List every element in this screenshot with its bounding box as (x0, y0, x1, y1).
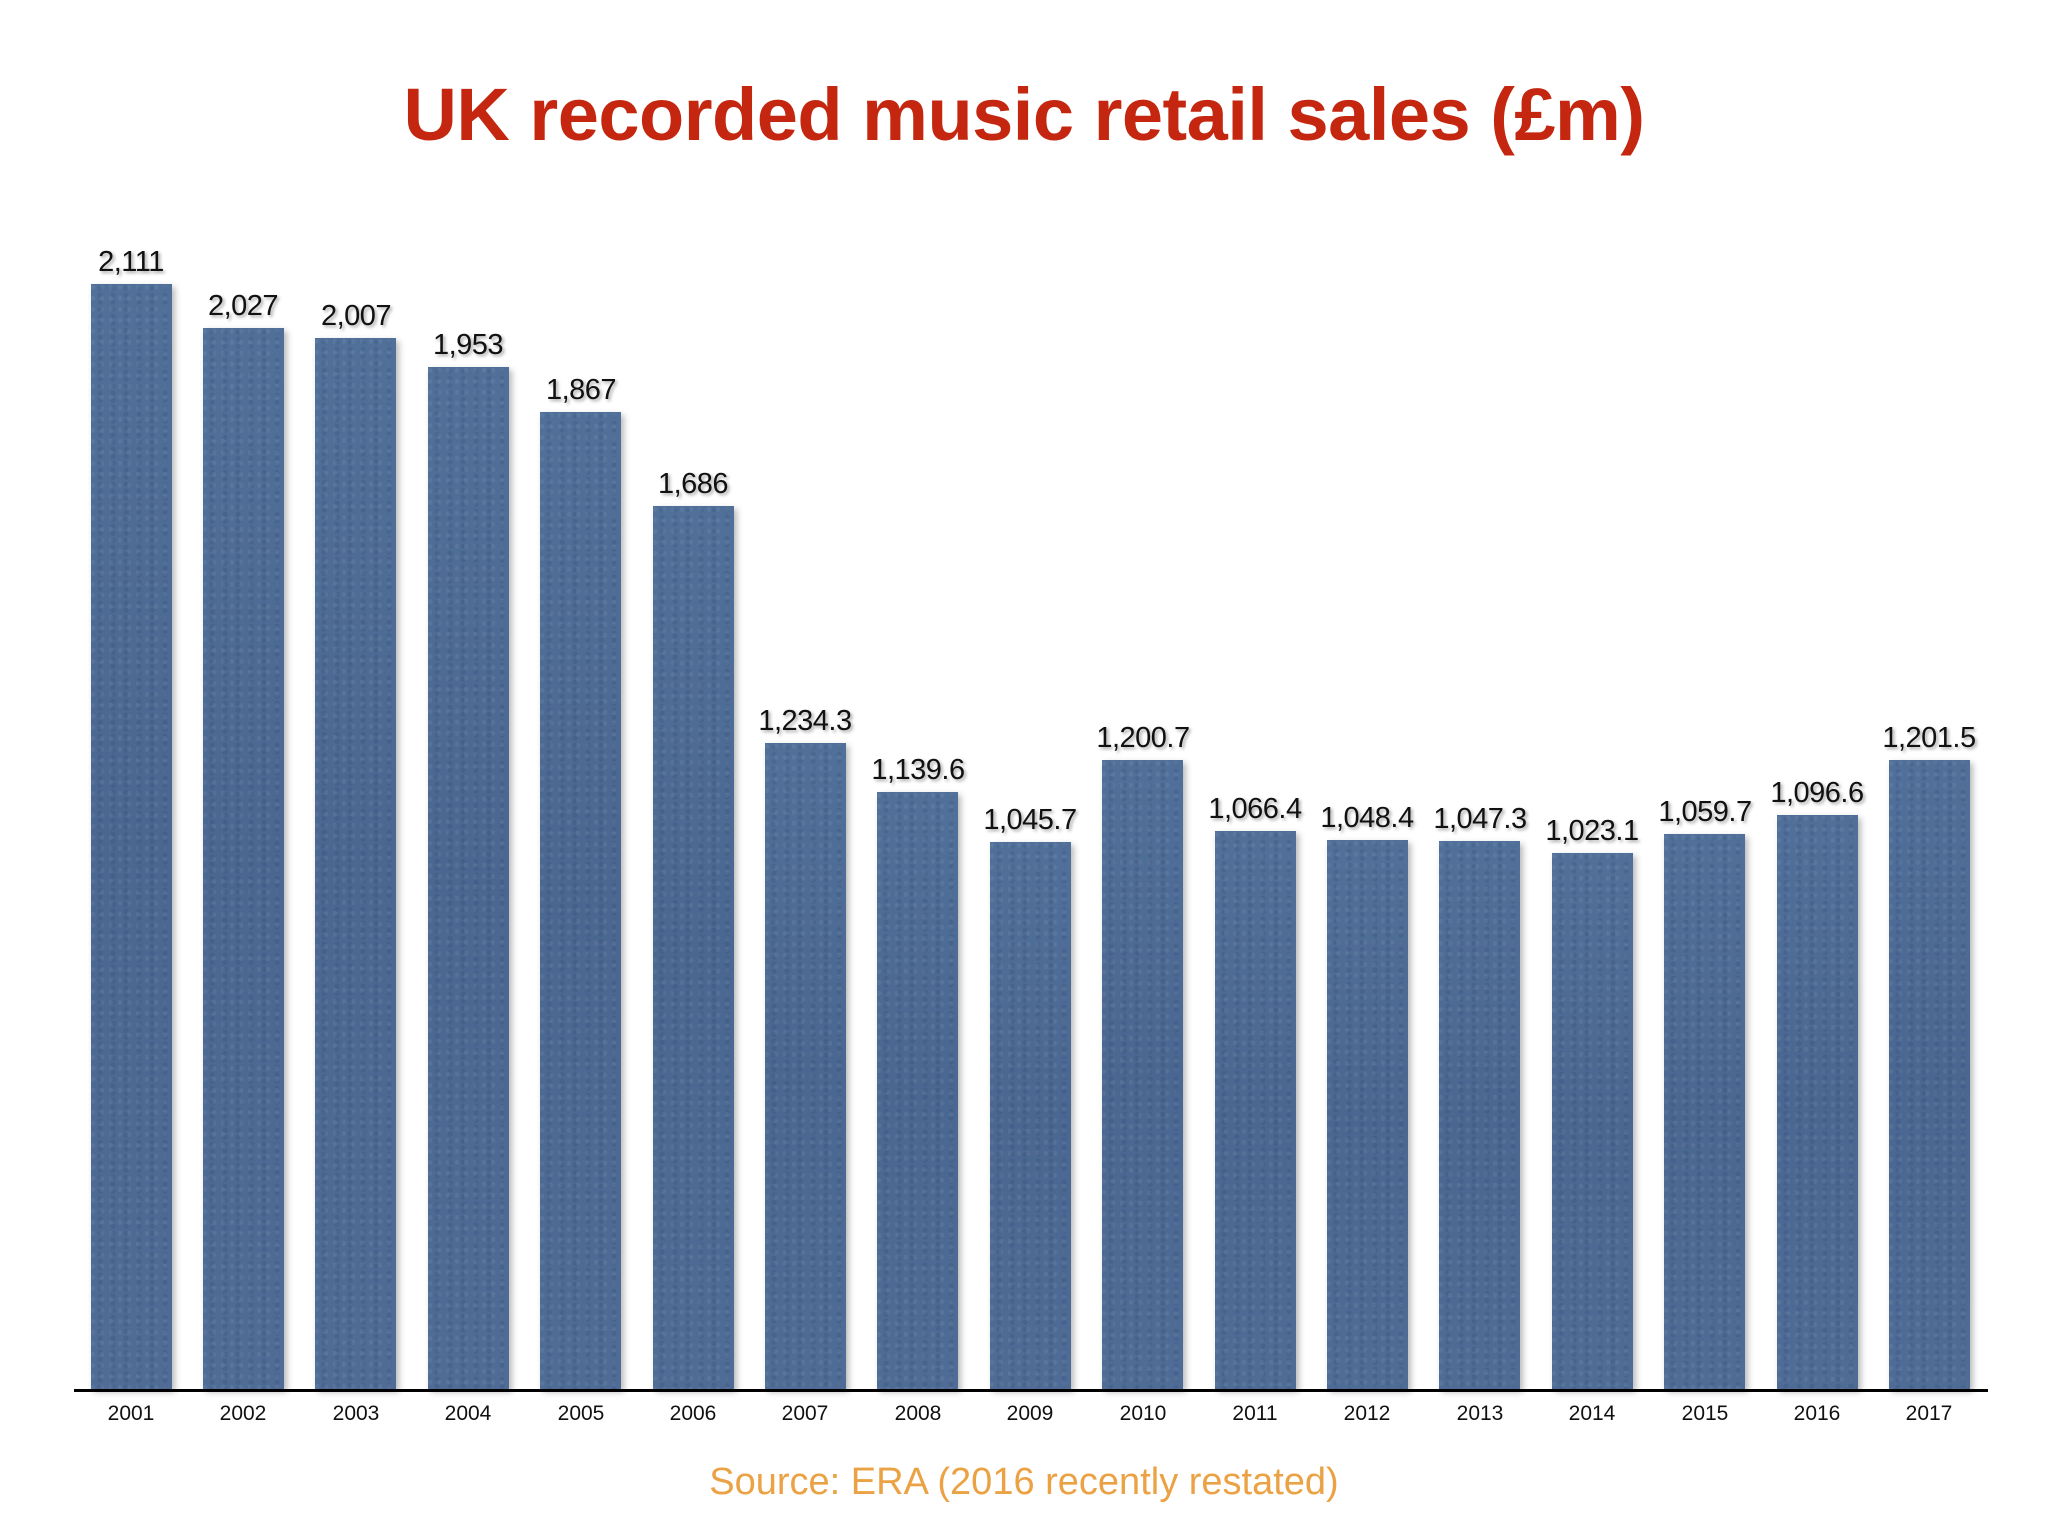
value-label-2014: 1,023.1 (1545, 815, 1639, 847)
bar-2010 (1102, 760, 1183, 1389)
bar-2009 (990, 842, 1071, 1389)
x-tick-label-2003: 2003 (332, 1402, 380, 1425)
value-label-2011: 1,066.4 (1208, 793, 1302, 825)
bar-2016 (1777, 815, 1858, 1389)
bar-2017 (1889, 760, 1970, 1389)
x-tick-label-2012: 2012 (1343, 1402, 1391, 1425)
value-label-2001: 2,111 (98, 246, 164, 278)
bar-2011 (1215, 831, 1296, 1389)
bar-2014 (1552, 853, 1633, 1389)
x-tick-label-2014: 2014 (1568, 1402, 1616, 1425)
value-label-2002: 2,027 (207, 290, 279, 322)
chart-title: UK recorded music retail sales (£m) (403, 73, 1645, 156)
value-label-2013: 1,047.3 (1433, 803, 1527, 835)
bar-2007 (765, 743, 846, 1389)
value-label-2005: 1,867 (545, 374, 617, 406)
x-tick-label-2005: 2005 (557, 1402, 605, 1425)
bar-2003 (315, 338, 396, 1389)
bar-2008 (877, 792, 958, 1389)
bar-2013 (1439, 841, 1520, 1389)
value-label-2017: 1,201.5 (1882, 722, 1976, 754)
bar-2005 (540, 412, 621, 1389)
value-label-2010: 1,200.7 (1096, 722, 1190, 754)
source-note: Source: ERA (2016 recently restated) (709, 1461, 1339, 1503)
value-label-2016: 1,096.6 (1770, 777, 1864, 809)
x-tick-label-2010: 2010 (1119, 1402, 1167, 1425)
x-tick-label-2002: 2002 (219, 1402, 267, 1425)
x-tick-label-2009: 2009 (1006, 1402, 1054, 1425)
bar-2002 (203, 328, 284, 1389)
x-tick-label-2007: 2007 (781, 1402, 829, 1425)
value-label-2009: 1,045.7 (983, 804, 1077, 836)
value-label-2003: 2,007 (320, 300, 392, 332)
value-label-2012: 1,048.4 (1320, 802, 1414, 834)
value-label-2015: 1,059.7 (1658, 796, 1752, 828)
bar-2012 (1327, 840, 1408, 1389)
x-tick-label-2001: 2001 (107, 1402, 155, 1425)
value-label-2006: 1,686 (657, 468, 729, 500)
x-axis-line (74, 1389, 1988, 1392)
x-tick-label-2017: 2017 (1905, 1402, 1953, 1425)
bar-2004 (428, 367, 509, 1389)
bar-2001 (91, 284, 172, 1389)
x-tick-label-2013: 2013 (1456, 1402, 1504, 1425)
value-label-2004: 1,953 (432, 329, 504, 361)
value-label-2007: 1,234.3 (758, 705, 852, 737)
x-tick-label-2004: 2004 (444, 1402, 492, 1425)
x-tick-label-2011: 2011 (1232, 1402, 1278, 1425)
x-tick-label-2006: 2006 (669, 1402, 717, 1425)
x-tick-label-2015: 2015 (1681, 1402, 1729, 1425)
value-label-2008: 1,139.6 (871, 754, 965, 786)
bar-2006 (653, 506, 734, 1389)
bar-2015 (1664, 834, 1745, 1389)
x-tick-label-2008: 2008 (894, 1402, 942, 1425)
x-tick-label-2016: 2016 (1793, 1402, 1841, 1425)
